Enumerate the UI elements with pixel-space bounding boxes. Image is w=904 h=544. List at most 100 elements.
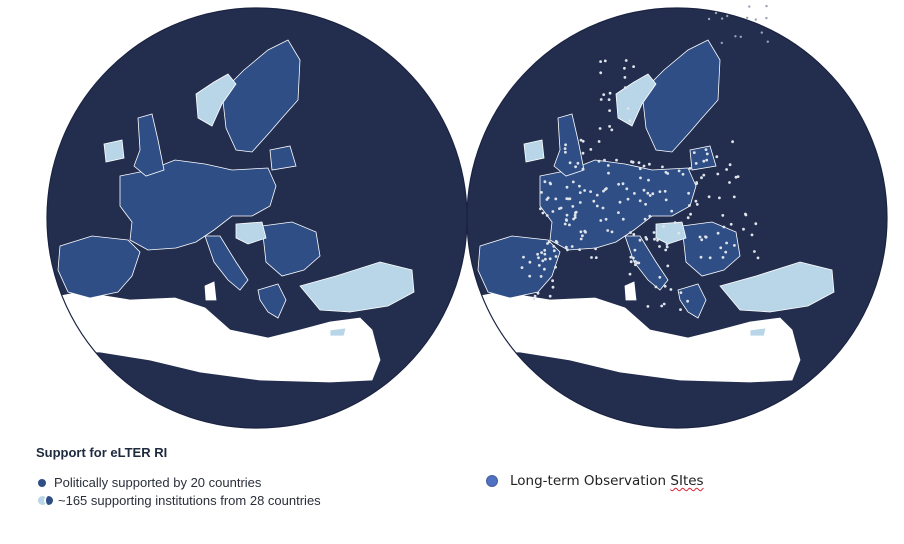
site-marker: [632, 256, 635, 260]
land-romania-balkans: [261, 221, 321, 277]
medium-blue-dot-icon: [486, 475, 498, 487]
site-marker: [746, 16, 749, 19]
site-marker: [583, 229, 587, 233]
site-marker: [536, 291, 540, 295]
site-marker: [545, 214, 549, 217]
site-marker: [644, 202, 647, 206]
site-marker: [573, 213, 577, 217]
site-marker: [686, 299, 689, 303]
site-marker: [728, 181, 731, 184]
site-marker: [540, 191, 543, 194]
site-marker: [601, 206, 605, 210]
site-marker: [551, 210, 555, 213]
site-marker: [581, 167, 585, 171]
site-marker: [662, 225, 665, 228]
legend-title: Support for eLTER RI: [36, 445, 168, 460]
site-marker: [578, 184, 581, 188]
site-marker: [571, 205, 575, 208]
site-marker: [686, 216, 690, 220]
site-marker: [695, 203, 699, 206]
site-marker: [633, 192, 636, 195]
legend-item-supported: Politically supported by 20 countries: [38, 475, 261, 490]
site-marker: [532, 297, 536, 301]
site-marker: [648, 194, 652, 197]
site-marker: [599, 71, 603, 75]
land-cyprus-light: [329, 327, 347, 337]
site-marker: [581, 151, 585, 155]
site-marker: [544, 257, 547, 261]
site-markers: [520, 59, 760, 311]
site-marker: [660, 304, 664, 308]
site-marker: [733, 244, 736, 247]
site-marker: [543, 252, 547, 256]
site-marker: [658, 245, 661, 248]
site-marker: [564, 245, 568, 249]
site-marker: [700, 176, 703, 180]
land-scandinavia: [641, 39, 721, 153]
site-marker: [548, 294, 552, 298]
site-marker: [653, 237, 656, 241]
site-marker: [546, 242, 549, 245]
site-marker: [541, 259, 545, 263]
land-mediterranean-islands: [204, 281, 217, 301]
site-marker: [634, 263, 637, 267]
land-hungary-light: [235, 221, 267, 245]
site-marker: [750, 233, 754, 237]
site-marker: [621, 217, 625, 221]
site-marker: [721, 256, 725, 259]
site-marker: [621, 182, 625, 186]
site-marker: [639, 176, 642, 180]
site-marker: [646, 305, 650, 308]
site-marker: [595, 193, 599, 197]
site-marker: [578, 201, 582, 204]
site-marker: [628, 119, 632, 123]
site-marker: [539, 275, 543, 278]
site-marker: [543, 180, 547, 184]
site-marker: [589, 190, 592, 194]
site-marker: [692, 151, 696, 155]
site-marker: [558, 207, 561, 211]
site-marker: [637, 261, 641, 265]
site-marker: [729, 222, 733, 226]
site-marker: [666, 264, 670, 268]
land-scandinavia: [221, 39, 301, 153]
site-marker: [656, 238, 659, 242]
dark-blue-dot-icon: [38, 478, 46, 487]
site-marker: [648, 214, 652, 218]
land-mediterranean-islands: [624, 281, 637, 301]
site-marker: [754, 18, 757, 21]
site-marker: [643, 217, 647, 221]
site-marker: [608, 125, 611, 128]
maps-figure: [46, 4, 888, 429]
site-marker: [592, 199, 596, 203]
site-marker: [566, 248, 569, 252]
site-marker: [679, 291, 683, 294]
site-marker: [536, 252, 539, 256]
site-marker: [647, 178, 650, 182]
site-marker: [618, 200, 622, 204]
site-marker: [599, 60, 602, 63]
site-marker: [617, 182, 620, 186]
site-marker: [662, 302, 666, 306]
site-marker: [742, 227, 745, 231]
site-marker: [564, 143, 567, 147]
site-marker: [603, 158, 606, 162]
site-marker: [722, 225, 726, 229]
site-marker: [707, 17, 711, 21]
sites-map-outline: [466, 7, 888, 429]
site-marker: [658, 190, 662, 194]
site-marker: [677, 231, 681, 235]
site-marker: [753, 250, 756, 253]
land-cyprus-light: [749, 327, 767, 337]
site-marker: [579, 230, 583, 234]
site-marker: [539, 207, 542, 211]
site-marker: [726, 14, 729, 18]
land-baltics: [269, 145, 297, 171]
site-marker: [633, 248, 637, 252]
site-marker: [724, 250, 728, 254]
site-marker: [579, 237, 583, 241]
site-marker: [581, 234, 584, 238]
site-marker: [760, 31, 763, 34]
site-marker: [629, 260, 633, 264]
land-ireland-light: [523, 139, 545, 163]
